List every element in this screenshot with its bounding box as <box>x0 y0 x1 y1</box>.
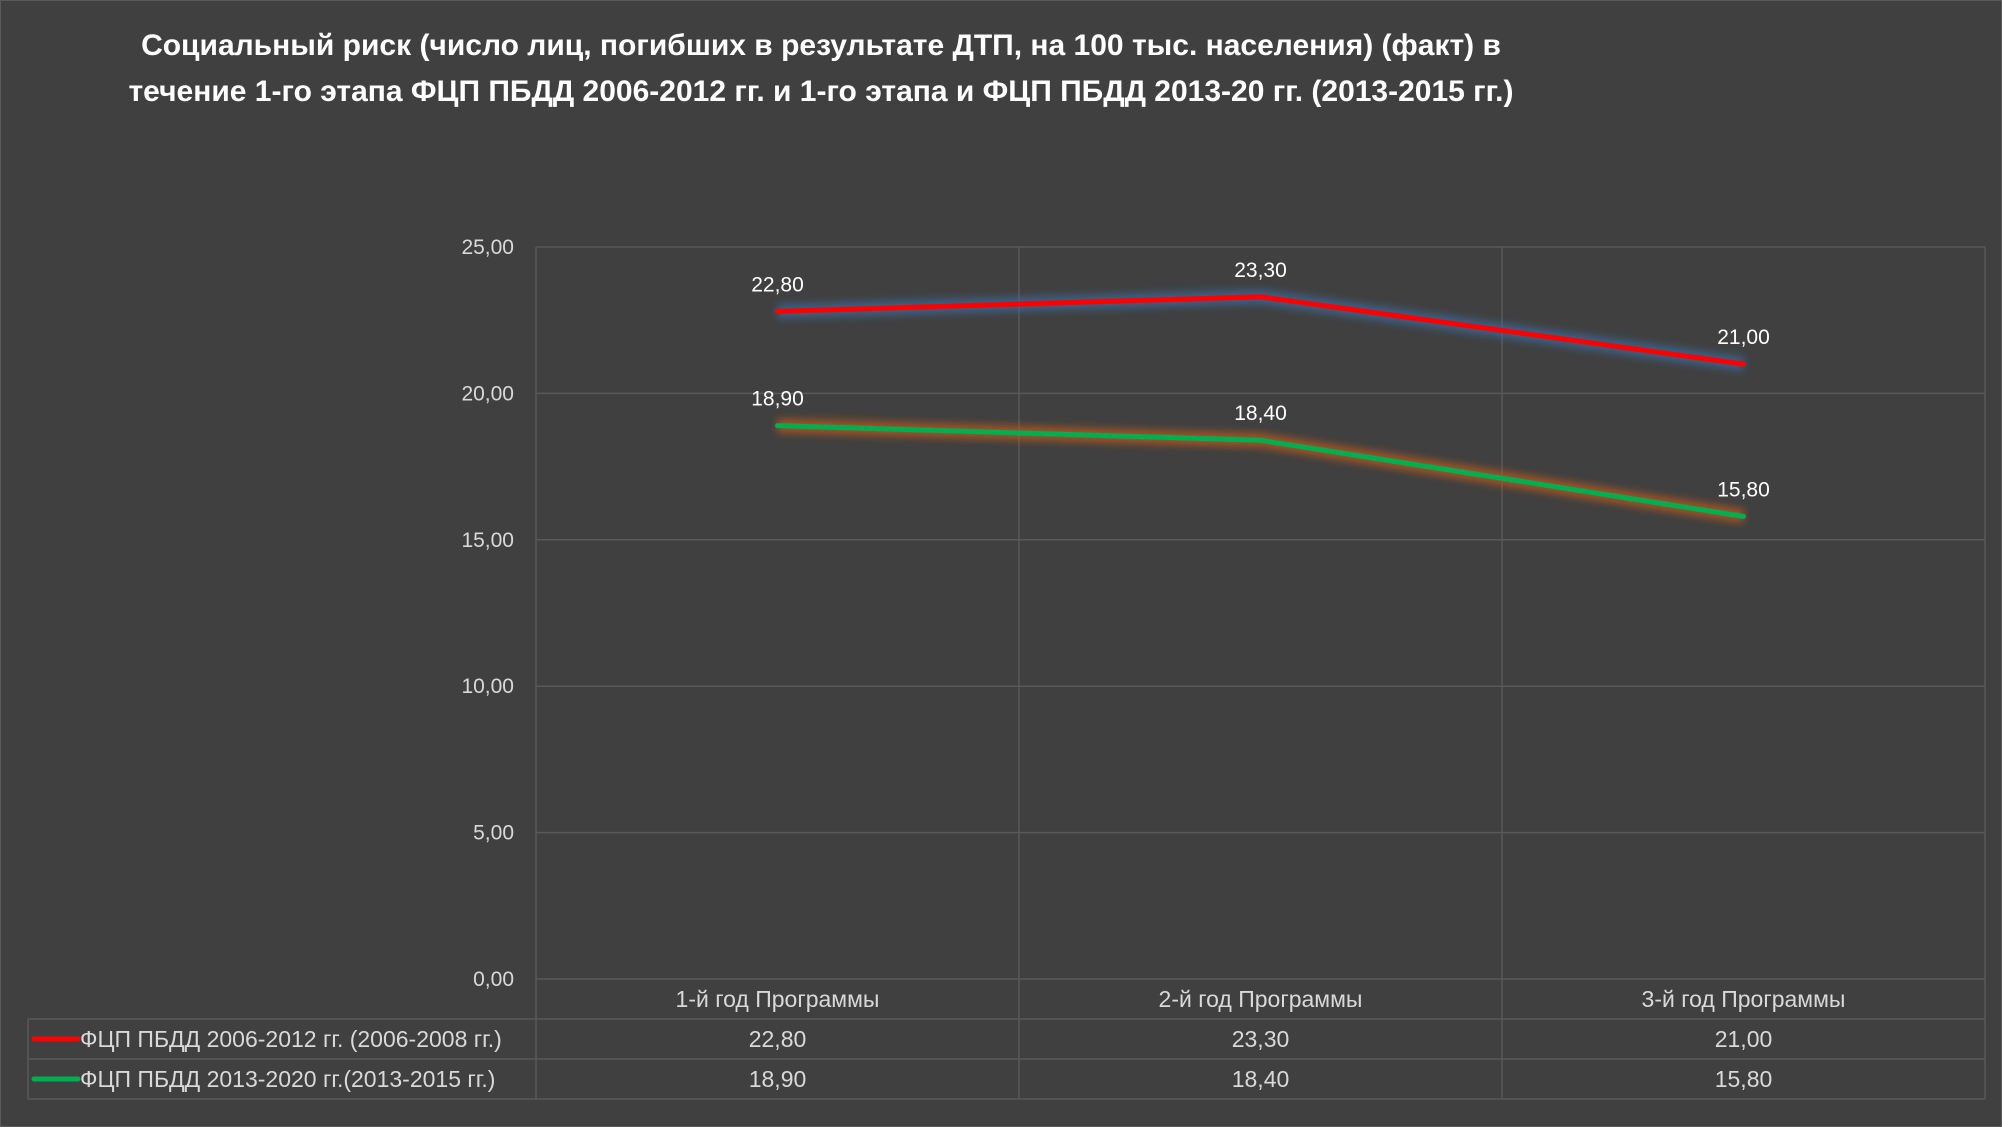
y-tick-label: 25,00 <box>461 236 514 259</box>
chart-title-line-1: Социальный риск (число лиц, погибших в р… <box>141 29 1501 62</box>
chart-title-line-2: течение 1-го этапа ФЦП ПБДД 2006-2012 гг… <box>128 75 1514 108</box>
table-value-cell: 23,30 <box>1232 1026 1290 1052</box>
data-table: 1-й год Программы 2-й год Программы 3-й го… <box>27 978 1986 1100</box>
y-tick-label: 10,00 <box>461 675 514 698</box>
table-value-cell: 18,40 <box>1232 1066 1290 1092</box>
y-tick-label: 15,00 <box>461 529 514 552</box>
table-value-cell: 15,80 <box>1715 1066 1773 1092</box>
data-label: 18,90 <box>751 388 804 411</box>
data-labels: 22,80 23,30 21,00 18,90 18,40 15,80 <box>751 259 1770 502</box>
table-header-cell: 2-й год Программы <box>1159 986 1363 1012</box>
data-label: 21,00 <box>1717 326 1770 349</box>
gridlines <box>535 246 1986 979</box>
table-value-cell: 18,90 <box>749 1066 807 1092</box>
y-tick-label: 0,00 <box>473 968 514 991</box>
series-line-1 <box>775 294 1746 367</box>
data-label: 18,40 <box>1234 402 1287 425</box>
table-header-cell: 3-й год Программы <box>1642 986 1846 1012</box>
legend-label-2: ФЦП ПБДД 2013-2020 гг.(2013-2015 гг.) <box>80 1066 495 1092</box>
data-label: 22,80 <box>751 273 804 296</box>
data-label: 23,30 <box>1234 259 1287 282</box>
y-axis: 0,00 5,00 10,00 15,00 20,00 25,00 <box>461 236 514 991</box>
data-label: 15,80 <box>1717 478 1770 501</box>
y-tick-label: 20,00 <box>461 382 514 405</box>
chart-title: Социальный риск (число лиц, погибших в р… <box>1 23 1641 115</box>
y-tick-label: 5,00 <box>473 822 514 845</box>
table-value-cell: 21,00 <box>1715 1026 1773 1052</box>
series-lines <box>775 289 1746 524</box>
series-line-2 <box>775 423 1746 519</box>
legend-label-1: ФЦП ПБДД 2006-2012 гг. (2006-2008 гг.) <box>80 1026 502 1052</box>
table-header-cell: 1-й год Программы <box>676 986 880 1012</box>
table-value-cell: 22,80 <box>749 1026 807 1052</box>
